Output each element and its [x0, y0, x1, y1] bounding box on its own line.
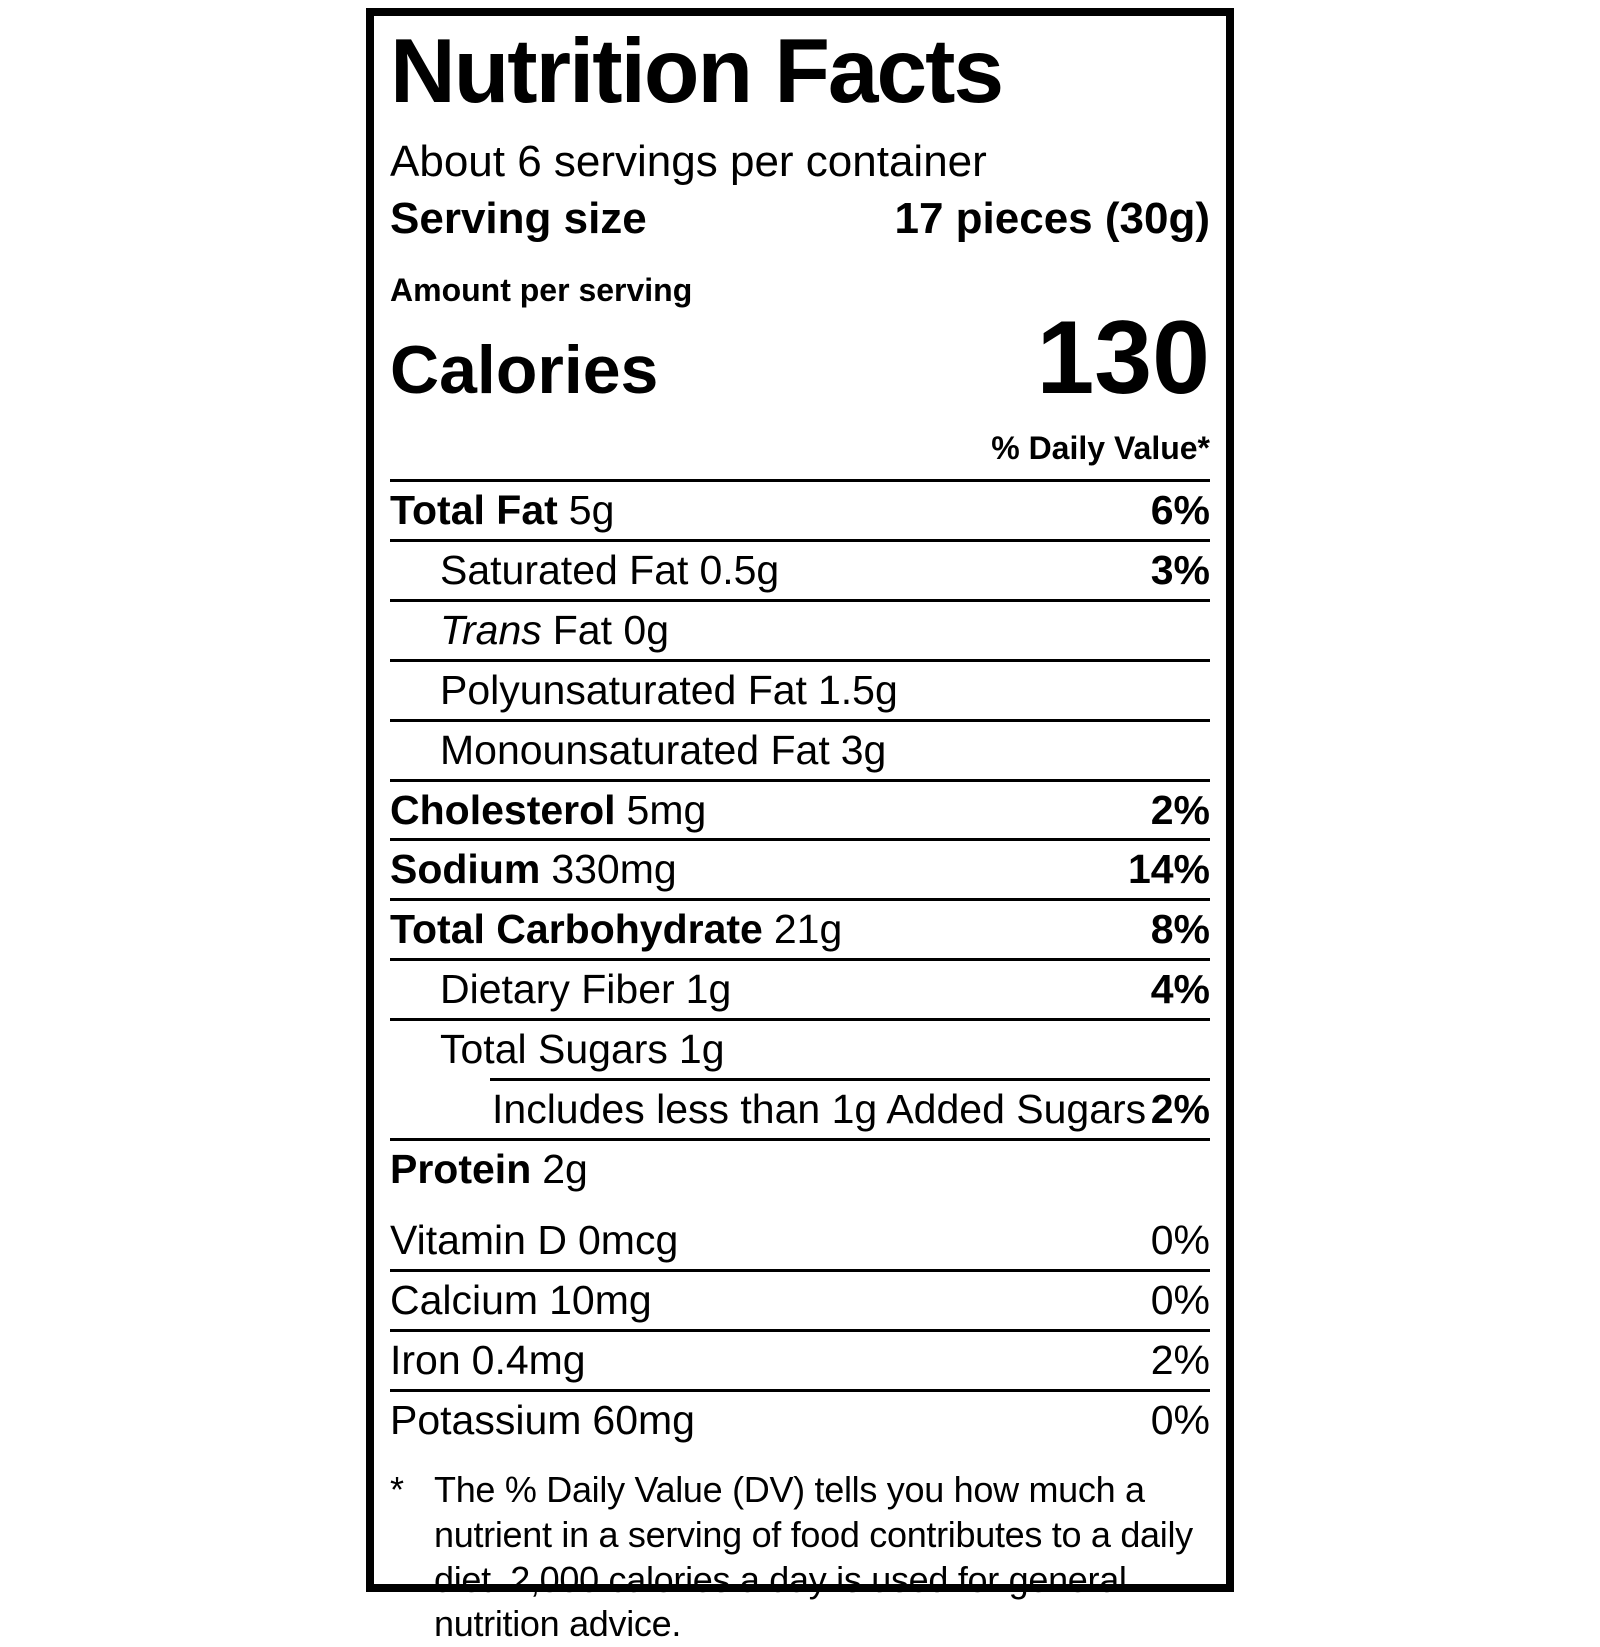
- nutrient-name: Saturated Fat: [440, 546, 689, 593]
- micronutrient-name: Iron: [390, 1336, 461, 1383]
- micronutrient-row-calcium: Calcium 10mg 0%: [390, 1268, 1210, 1329]
- nutrient-dv: 3%: [1150, 546, 1210, 593]
- micronutrient-amount: 10mg: [549, 1276, 652, 1323]
- calories-row: Calories 130: [390, 300, 1210, 417]
- micronutrient-dv: 2%: [1150, 1336, 1210, 1383]
- micronutrient-row-iron: Iron 0.4mg 2%: [390, 1328, 1210, 1389]
- nutrient-dv: 6%: [1150, 486, 1210, 533]
- nutrient-row-saturated-fat: Saturated Fat 0.5g 3%: [390, 538, 1210, 599]
- nutrient-amount: 3g: [840, 726, 887, 773]
- calories-label: Calories: [390, 332, 659, 409]
- nutrient-name: Protein: [390, 1145, 532, 1192]
- nutrient-row-total-sugars: Total Sugars 1g: [390, 1018, 1210, 1078]
- micronutrient-name: Vitamin D: [390, 1216, 567, 1263]
- nutrient-name: Polyunsaturated Fat: [440, 666, 807, 713]
- nutrient-row-protein: Protein 2g: [390, 1137, 1210, 1198]
- micronutrient-dv: 0%: [1150, 1396, 1210, 1443]
- nutrition-facts-label: Nutrition Facts About 6 servings per con…: [366, 8, 1234, 1644]
- nutrient-row-trans-fat: Trans Fat 0g: [390, 598, 1210, 659]
- nutrient-name: Dietary Fiber: [440, 966, 675, 1013]
- serving-size-row: Serving size 17 pieces (30g): [390, 194, 1210, 245]
- calories-value: 130: [1036, 300, 1210, 417]
- nutrient-name: Total Fat: [390, 486, 558, 533]
- nutrient-amount: 2g: [542, 1145, 588, 1192]
- nutrient-amount: 1.5g: [817, 666, 898, 713]
- serving-size-value: 17 pieces (30g): [894, 193, 1211, 243]
- nutrient-dv: 2%: [1150, 1086, 1210, 1133]
- nutrient-name: Total Carbohydrate: [390, 906, 763, 953]
- nutrient-dv: 8%: [1150, 906, 1210, 953]
- nutrient-name: Trans: [440, 606, 542, 653]
- nutrient-name: Total Sugars: [440, 1026, 668, 1073]
- nutrient-row-added-sugars: Includes less than 1g Added Sugars 2%: [490, 1078, 1210, 1138]
- micronutrient-name: Calcium: [390, 1276, 539, 1323]
- nutrient-dv: 2%: [1150, 786, 1210, 833]
- footnote-text: The % Daily Value (DV) tells you how muc…: [434, 1469, 1193, 1645]
- nutrient-dv: 4%: [1150, 966, 1210, 1013]
- nutrient-amount: 5mg: [626, 786, 707, 833]
- servings-per-container: About 6 servings per container: [390, 137, 987, 186]
- nutrient-name: Sodium: [390, 846, 541, 893]
- micronutrient-amount: 60mg: [592, 1396, 695, 1443]
- label-title: Nutrition Facts: [390, 21, 1004, 122]
- micronutrient-dv: 0%: [1150, 1276, 1210, 1323]
- micronutrient-name: Potassium: [390, 1396, 582, 1443]
- footnote-marker: *: [390, 1469, 405, 1511]
- nutrient-amount: 21g: [773, 906, 843, 953]
- serving-size-label: Serving size: [390, 193, 647, 243]
- micronutrient-amount: 0.4mg: [471, 1336, 586, 1383]
- nutrient-name: Includes less than 1g Added Sugars: [492, 1086, 1147, 1133]
- nutrient-amount: Fat 0g: [552, 606, 669, 653]
- nutrient-row-total-carbohydrate: Total Carbohydrate 21g 8%: [390, 898, 1210, 958]
- nutrient-amount: 330mg: [551, 846, 677, 893]
- micronutrient-row-vitamin-d: Vitamin D 0mcg 0%: [390, 1212, 1210, 1269]
- nutrient-row-sodium: Sodium 330mg 14%: [390, 838, 1210, 898]
- micronutrient-row-potassium: Potassium 60mg 0%: [390, 1388, 1210, 1449]
- nutrient-amount: 1g: [678, 1026, 725, 1073]
- daily-value-header: % Daily Value*: [991, 429, 1210, 466]
- nutrient-dv: 14%: [1127, 846, 1210, 893]
- nutrient-row-total-fat: Total Fat 5g 6%: [390, 478, 1210, 539]
- micronutrient-amount: 0mcg: [577, 1216, 679, 1263]
- nutrient-row-dietary-fiber: Dietary Fiber 1g 4%: [390, 958, 1210, 1018]
- micronutrient-dv: 0%: [1150, 1216, 1210, 1263]
- nutrient-amount: 5g: [568, 486, 615, 533]
- nutrient-name: Cholesterol: [390, 786, 616, 833]
- nutrient-amount: 0.5g: [699, 546, 780, 593]
- nutrient-amount: 1g: [685, 966, 732, 1013]
- nutrient-name: Monounsaturated Fat: [440, 726, 830, 773]
- nutrient-row-monounsaturated-fat: Monounsaturated Fat 3g: [390, 718, 1210, 779]
- nutrient-row-polyunsaturated-fat: Polyunsaturated Fat 1.5g: [390, 658, 1210, 719]
- nutrient-row-cholesterol: Cholesterol 5mg 2%: [390, 778, 1210, 839]
- amount-per-serving-label: Amount per serving: [390, 272, 693, 309]
- footnote: * The % Daily Value (DV) tells you how m…: [390, 1468, 1210, 1647]
